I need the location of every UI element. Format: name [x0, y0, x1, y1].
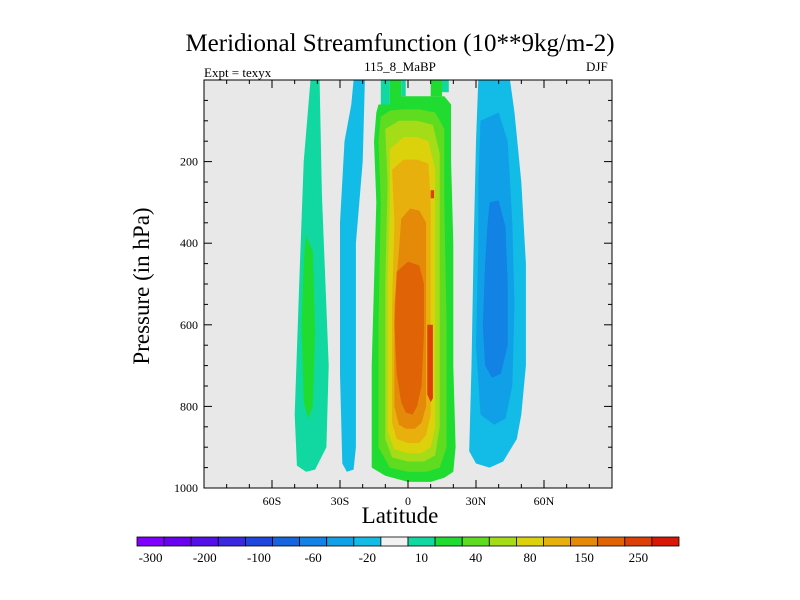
colorbar-swatch — [326, 536, 355, 547]
colorbar-swatch — [461, 536, 490, 547]
colorbar-label: 80 — [523, 550, 536, 565]
colorbar-swatch — [651, 536, 680, 547]
contour-region-16 — [427, 324, 433, 403]
colorbar-swatch — [244, 536, 273, 547]
colorbar-label: -200 — [193, 550, 217, 565]
colorbar-swatch — [597, 536, 626, 547]
contour-region-5 — [401, 80, 406, 97]
contour-region-15 — [430, 190, 435, 199]
colorbar-swatch — [136, 536, 165, 547]
x-tick-label: 60N — [534, 494, 555, 508]
season-label: DJF — [586, 59, 608, 74]
x-tick-label: 0 — [405, 494, 411, 508]
colorbar-label: -100 — [247, 550, 271, 565]
colorbar-label: 150 — [574, 550, 594, 565]
x-tick-label: 60S — [263, 494, 282, 508]
y-tick-label: 600 — [180, 318, 198, 332]
y-axis-ticks: 200 400 600 800 1000 — [174, 79, 612, 495]
colorbar: -300 -200 -100 -60 -20 10 40 80 150 250 — [136, 536, 680, 565]
colorbar-swatch — [543, 536, 572, 547]
colorbar-swatch — [217, 536, 246, 547]
y-tick-label: 400 — [180, 236, 198, 250]
contour-region-6 — [430, 80, 442, 97]
y-tick-label: 200 — [180, 155, 198, 169]
x-tick-label: 30S — [331, 494, 350, 508]
colorbar-swatch — [163, 536, 192, 547]
colorbar-swatch — [488, 536, 517, 547]
contour-region-1 — [301, 235, 316, 419]
colorbar-swatch — [434, 536, 463, 547]
colorbar-swatch — [190, 536, 219, 547]
chart-title: Meridional Streamfunction (10**9kg/m-2) — [185, 30, 615, 57]
contour-region-14 — [394, 261, 424, 415]
contour-region-20 — [494, 435, 508, 450]
contour-region-4 — [389, 80, 402, 105]
contour-region-3 — [380, 80, 390, 105]
period-label: 115_8_MaBP — [364, 59, 436, 74]
colorbar-swatch — [380, 536, 409, 547]
y-tick-label: 1000 — [174, 481, 198, 495]
experiment-label: Expt = texyx — [204, 65, 272, 80]
contour-region-7 — [442, 80, 449, 93]
colorbar-swatch — [353, 536, 382, 547]
colorbar-label: -20 — [359, 550, 376, 565]
contour-region-2 — [340, 80, 365, 472]
colorbar-label: -300 — [139, 550, 163, 565]
colorbar-label: 40 — [469, 550, 482, 565]
colorbar-label: -60 — [304, 550, 321, 565]
contour-region-19 — [482, 200, 508, 378]
x-tick-label: 30N — [466, 494, 487, 508]
colorbar-swatch — [516, 536, 544, 547]
x-axis-ticks: 60S 30S 0 30N 60N — [203, 80, 613, 508]
colorbar-swatch — [570, 536, 599, 547]
contour-fill-layer — [294, 80, 526, 482]
colorbar-swatch — [407, 536, 436, 547]
colorbar-swatch — [299, 536, 328, 547]
colorbar-swatch — [624, 536, 653, 547]
y-tick-label: 800 — [180, 399, 198, 413]
colorbar-label: 10 — [415, 550, 428, 565]
x-axis-label: Latitude — [361, 503, 439, 528]
colorbar-label: 250 — [629, 550, 649, 565]
colorbar-swatch — [272, 536, 301, 547]
